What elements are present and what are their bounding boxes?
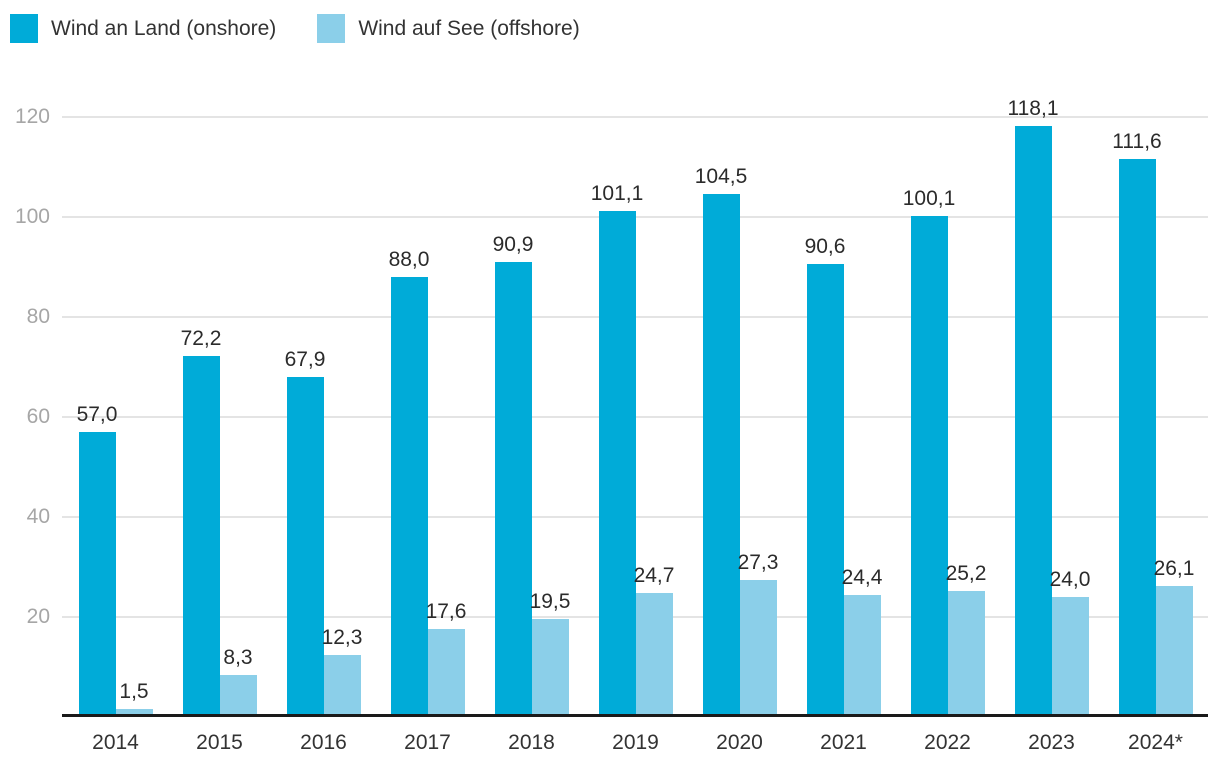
legend: Wind an Land (onshore) Wind auf See (off… xyxy=(10,14,580,43)
bar-offshore xyxy=(1051,597,1089,717)
bar-offshore xyxy=(739,580,777,717)
x-axis-line xyxy=(62,714,1208,717)
value-label: 12,3 xyxy=(321,626,363,649)
value-label: 25,2 xyxy=(945,562,987,585)
bar-onshore xyxy=(494,262,532,717)
y-axis-tick-label: 20 xyxy=(26,605,50,628)
bar-offshore xyxy=(427,629,465,717)
y-axis-tick-label: 100 xyxy=(14,205,50,228)
x-axis-label: 2021 xyxy=(820,731,867,754)
legend-swatch-onshore-icon xyxy=(10,14,38,43)
value-label: 90,6 xyxy=(804,235,846,258)
value-label: 88,0 xyxy=(388,248,430,271)
y-axis-tick-label: 80 xyxy=(26,305,50,328)
value-label: 57,0 xyxy=(76,403,118,426)
value-label: 27,3 xyxy=(737,551,779,574)
gridline xyxy=(62,116,1208,118)
x-axis-label: 2016 xyxy=(300,731,347,754)
value-label: 100,1 xyxy=(902,187,956,210)
x-axis-label: 2017 xyxy=(404,731,451,754)
value-label: 1,5 xyxy=(119,680,149,703)
x-axis-label: 2020 xyxy=(716,731,763,754)
value-label: 67,9 xyxy=(284,348,326,371)
value-label: 24,0 xyxy=(1049,568,1091,591)
value-label: 90,9 xyxy=(492,233,534,256)
legend-label-onshore: Wind an Land (onshore) xyxy=(51,16,277,40)
value-label: 24,4 xyxy=(841,566,883,589)
bar-onshore xyxy=(78,432,116,717)
bar-offshore xyxy=(323,655,361,717)
bar-onshore xyxy=(1014,126,1052,717)
legend-label-offshore: Wind auf See (offshore) xyxy=(358,16,580,40)
value-label: 101,1 xyxy=(590,182,644,205)
legend-item-onshore: Wind an Land (onshore) xyxy=(10,14,276,43)
bar-onshore xyxy=(1118,159,1156,717)
legend-item-offshore: Wind auf See (offshore) xyxy=(317,14,580,43)
bar-offshore xyxy=(843,595,881,717)
value-label: 72,2 xyxy=(180,327,222,350)
bar-onshore xyxy=(806,264,844,717)
bar-onshore xyxy=(702,194,740,717)
y-axis-tick-label: 120 xyxy=(14,105,50,128)
bar-offshore xyxy=(1155,586,1193,717)
value-label: 104,5 xyxy=(694,165,748,188)
bar-onshore xyxy=(910,216,948,717)
bar-offshore xyxy=(531,619,569,717)
x-axis-label: 2024* xyxy=(1128,731,1183,754)
x-axis-label: 2022 xyxy=(924,731,971,754)
bar-offshore xyxy=(219,675,257,717)
x-axis-label: 2019 xyxy=(612,731,659,754)
x-axis-label: 2023 xyxy=(1028,731,1075,754)
legend-swatch-offshore-icon xyxy=(317,14,346,43)
bar-offshore xyxy=(115,709,153,717)
value-label: 19,5 xyxy=(529,590,571,613)
bar-onshore xyxy=(182,356,220,717)
bar-offshore xyxy=(947,591,985,717)
bar-onshore xyxy=(286,377,324,717)
value-label: 26,1 xyxy=(1153,557,1195,580)
bar-offshore xyxy=(635,593,673,717)
y-axis-tick-label: 60 xyxy=(26,405,50,428)
x-axis-label: 2018 xyxy=(508,731,555,754)
bar-onshore xyxy=(390,277,428,717)
value-label: 8,3 xyxy=(223,646,253,669)
y-axis-tick-label: 40 xyxy=(26,505,50,528)
x-axis-label: 2015 xyxy=(196,731,243,754)
value-label: 24,7 xyxy=(633,564,675,587)
value-label: 17,6 xyxy=(425,600,467,623)
x-axis-label: 2014 xyxy=(92,731,139,754)
value-label: 111,6 xyxy=(1112,130,1162,153)
value-label: 118,1 xyxy=(1007,97,1059,120)
bar-onshore xyxy=(598,211,636,717)
